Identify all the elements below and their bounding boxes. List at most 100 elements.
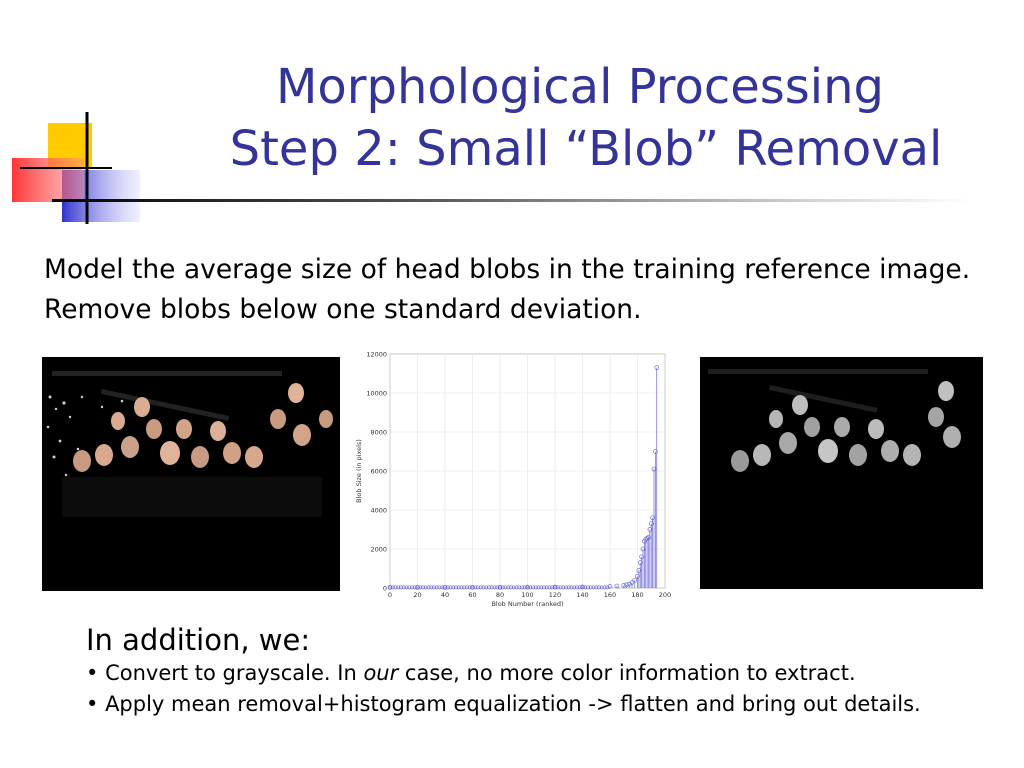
data-point [580,584,585,590]
grayscale-photo [700,357,983,589]
data-point [629,580,635,585]
data-point [415,585,420,590]
bullet1-emphasis: our [363,661,399,685]
data-point [509,585,513,590]
data-point [602,585,607,590]
data-point [575,585,579,590]
y-tick-label: 8000 [370,429,387,437]
data-point [597,585,601,590]
data-point [525,584,530,590]
data-point [399,585,403,590]
data-point [646,534,651,540]
x-axis-label: Blob Number (ranked) [491,600,563,608]
y-tick-label: 0 [383,585,387,593]
data-point [393,585,398,590]
data-point [522,585,527,590]
data-point [594,585,599,590]
data-point [591,585,596,590]
data-point [476,585,480,590]
data-point [390,585,395,590]
data-point [426,585,431,590]
data-point [437,585,442,590]
data-point [487,585,491,590]
data-point [607,584,613,589]
data-point [429,585,434,590]
data-point [647,527,653,532]
data-point [564,585,568,590]
slide-title: Morphological Processing Step 2: Small “… [140,56,1020,181]
data-point [552,584,558,590]
segmented-photo [42,357,340,591]
data-point [614,583,620,589]
data-point [644,535,650,541]
data-point [442,585,448,590]
corner-decoration [12,112,140,224]
data-point [650,515,655,521]
grayscale-photo-graphic [700,357,983,589]
data-point [454,585,458,590]
x-tick-label: 20 [413,591,421,599]
addition-heading: In addition, we: [86,623,311,657]
data-point [481,585,486,590]
data-point [401,585,406,590]
x-tick-label: 120 [549,591,561,599]
data-point [517,585,522,590]
bullet-marker: • [86,692,99,716]
red-square [12,158,84,202]
data-point [459,585,464,590]
data-point [605,585,610,590]
data-point [462,585,467,590]
y-tick-label: 12000 [366,351,387,359]
data-point [520,585,524,590]
data-point [495,585,500,590]
data-point [637,560,643,565]
data-point [536,585,541,590]
data-point [511,585,516,590]
data-point [473,585,478,590]
addition-block: In addition, we: • Convert to grayscale.… [86,622,1006,720]
data-point [396,585,401,590]
data-point [636,568,642,573]
intro-text: Model the average size of head blobs in … [44,254,971,325]
data-point [558,585,563,590]
data-point [415,585,420,590]
data-point [514,585,519,590]
x-tick-label: 40 [441,591,449,599]
y-tick-label: 6000 [370,468,387,476]
x-tick-label: 160 [604,591,616,599]
x-tick-label: 60 [468,591,476,599]
data-point [484,585,489,590]
data-point [651,466,657,472]
data-point [572,585,577,590]
data-point [387,585,393,590]
segmented-photo-graphic [42,357,340,591]
data-point [550,585,555,590]
data-point [404,585,409,590]
title-divider [52,199,972,202]
data-point [470,584,475,590]
data-point [653,449,658,454]
data-point [648,521,654,526]
bullet-equalization: • Apply mean removal+histogram equalizat… [86,689,1006,720]
data-point [583,585,588,590]
data-point [418,585,423,590]
data-point [465,585,469,590]
data-point [586,585,590,590]
data-point [503,585,508,590]
y-tick-label: 2000 [370,546,387,554]
x-tick-label: 180 [631,591,643,599]
data-point [467,585,472,590]
data-point [445,585,450,590]
bullet-grayscale: • Convert to grayscale. In our case, no … [86,658,1006,689]
data-point [432,585,436,590]
chart-canvas: 0 20 40 60 80 100 120 140 160 180 2000200040006000… [355,351,671,609]
title-line-2: Step 2: Small “Blob” Removal [229,121,943,178]
data-point [448,585,453,590]
y-axis-label: Blob Size (in pixels) [355,439,363,503]
data-point [654,365,660,370]
bullet2-text: Apply mean removal+histogram equalizatio… [98,692,921,716]
data-point [640,546,646,552]
data-point [412,585,417,590]
data-point [500,585,505,590]
data-point [506,585,511,590]
